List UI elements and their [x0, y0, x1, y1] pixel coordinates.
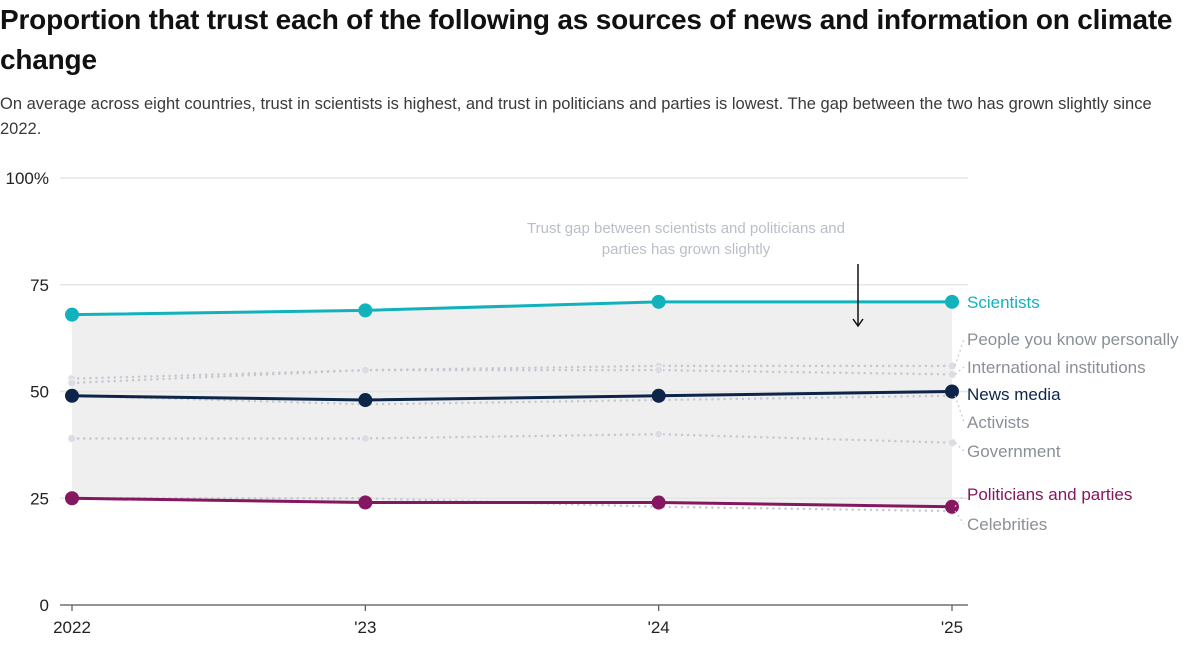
x-tick-label: '24: [648, 618, 670, 637]
y-tick-label: 75: [30, 276, 49, 295]
label-leader-line: [954, 510, 965, 525]
annotation-text: Trust gap between scientists and politic…: [527, 220, 845, 237]
data-point: [651, 294, 666, 309]
data-point: [945, 499, 959, 514]
y-tick-label: 100%: [6, 169, 49, 188]
shaded-band-layer: [72, 301, 952, 507]
series-label: Celebrities: [967, 515, 1047, 534]
label-leader-line: [954, 338, 965, 367]
series-label: Activists: [967, 413, 1029, 432]
data-point: [947, 369, 957, 379]
data-point: [67, 433, 77, 443]
label-leader-line: [954, 366, 965, 375]
x-tick-label: '25: [941, 618, 963, 637]
data-point: [360, 433, 370, 443]
series-label: Politicians and parties: [967, 485, 1132, 504]
label-leader-line: [954, 395, 965, 423]
series-line: [70, 368, 954, 385]
chart-title: Proportion that trust each of the follow…: [0, 4, 1173, 75]
series-government: [67, 429, 957, 448]
data-point: [945, 294, 959, 309]
data-point: [654, 429, 664, 439]
data-point: [651, 495, 666, 510]
annotation-text: parties has grown slightly: [602, 241, 771, 258]
series-label: International institutions: [967, 358, 1146, 377]
series-politicians-and-parties: [65, 491, 959, 514]
label-leader-line: [954, 442, 965, 452]
annotation: Trust gap between scientists and politic…: [527, 220, 864, 328]
data-point: [945, 384, 959, 399]
series-news-media: [65, 384, 959, 408]
y-tick-label: 50: [30, 383, 49, 402]
data-point: [947, 361, 957, 371]
series-line: [71, 496, 953, 509]
data-point: [65, 491, 79, 506]
x-tick-label: 2022: [53, 618, 91, 637]
series-labels: Scientists People you know personally Inte…: [954, 293, 1179, 534]
series-label: Scientists: [967, 293, 1040, 312]
x-axis: 2022 '23 '24 '25: [53, 604, 968, 637]
series-line: [71, 390, 953, 402]
data-point: [654, 365, 664, 375]
data-point: [651, 388, 666, 403]
series-line: [70, 432, 954, 444]
series-line: [70, 394, 954, 406]
data-point: [358, 495, 373, 510]
arrow-down-icon: [852, 318, 864, 328]
series-line: [71, 300, 952, 317]
data-point: [65, 307, 79, 322]
series-label: News media: [967, 385, 1061, 404]
series-line: [70, 364, 954, 380]
shaded-band: [72, 301, 952, 507]
series-label: Government: [967, 442, 1061, 461]
series-lines: [65, 294, 959, 516]
series-label: People you know personally: [967, 330, 1179, 349]
y-tick-label: 25: [30, 489, 49, 508]
data-point: [67, 378, 77, 388]
data-point: [358, 393, 373, 408]
gridlines: [60, 177, 968, 499]
data-point: [947, 438, 957, 448]
data-point: [360, 365, 370, 375]
y-axis: 0 25 50 75 100%: [6, 169, 49, 615]
data-point: [65, 388, 79, 403]
x-tick-label: '23: [354, 618, 376, 637]
chart-subtitle: On average across eight countries, trust…: [0, 95, 1152, 138]
y-tick-label: 0: [40, 596, 49, 615]
series-international-institutions: [67, 365, 957, 388]
data-point: [358, 303, 373, 318]
series-scientists: [65, 294, 959, 322]
